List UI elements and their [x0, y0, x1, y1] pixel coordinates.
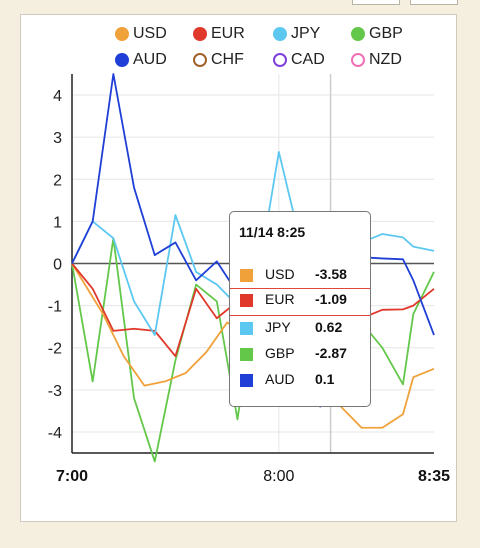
eur-legend-dot-icon: [193, 27, 207, 41]
legend-label: NZD: [369, 51, 402, 68]
tooltip-row-gbp: GBP -2.87: [230, 343, 370, 369]
tooltip-label: GBP: [265, 345, 295, 361]
legend-item-jpy[interactable]: JPY: [273, 25, 320, 43]
aud-swatch-icon: [240, 374, 253, 387]
x-tick-label: 8:00: [263, 468, 294, 485]
tooltip-row-aud: AUD 0.1: [230, 369, 370, 395]
tooltip-label: EUR: [265, 291, 295, 307]
tooltip-value: 0.62: [315, 319, 343, 335]
y-tick-label: 4: [53, 88, 62, 105]
y-tick-label: -4: [48, 425, 62, 442]
legend-item-nzd[interactable]: NZD: [351, 51, 402, 69]
y-tick-label: -2: [48, 341, 62, 358]
cad-legend-dot-icon: [273, 53, 287, 67]
legend-label: CAD: [291, 51, 325, 68]
jpy-swatch-icon: [240, 322, 253, 335]
y-tick-label: 1: [53, 214, 62, 231]
legend-item-cad[interactable]: CAD: [273, 51, 325, 69]
tooltip-label: JPY: [265, 319, 291, 335]
legend-label: USD: [133, 25, 167, 42]
legend-item-eur[interactable]: EUR: [193, 25, 245, 43]
chart-legend: USD EUR JPY GBP AUD CHF CAD NZD: [21, 15, 456, 75]
toolbar-tab-1[interactable]: [352, 0, 400, 5]
legend-item-gbp[interactable]: GBP: [351, 25, 403, 43]
y-tick-label: -3: [48, 383, 62, 400]
legend-label: AUD: [133, 51, 167, 68]
tooltip-value: -2.87: [315, 345, 347, 361]
jpy-legend-dot-icon: [273, 27, 287, 41]
x-tick-label: 8:35: [418, 468, 450, 485]
tooltip-row-eur: EUR -1.09: [230, 288, 370, 316]
legend-item-aud[interactable]: AUD: [115, 51, 167, 69]
toolbar-tab-2[interactable]: [410, 0, 458, 5]
y-tick-label: -1: [48, 299, 62, 316]
tooltip-value: -3.58: [315, 266, 347, 282]
chart-panel: USD EUR JPY GBP AUD CHF CAD NZD 4 3 2 1 0 -1 -2 -3 -4 7:…: [20, 14, 457, 522]
chf-legend-dot-icon: [193, 53, 207, 67]
nzd-legend-dot-icon: [351, 53, 365, 67]
aud-legend-dot-icon: [115, 53, 129, 67]
eur-swatch-icon: [240, 294, 253, 307]
tooltip-title: 11/14 8:25: [239, 224, 306, 240]
tooltip-row-jpy: JPY 0.62: [230, 317, 370, 343]
gbp-swatch-icon: [240, 348, 253, 361]
y-tick-label: 0: [53, 257, 62, 274]
gbp-legend-dot-icon: [351, 27, 365, 41]
tooltip-row-usd: USD -3.58: [230, 264, 370, 290]
tooltip-value: -1.09: [315, 291, 347, 307]
tooltip-label: USD: [265, 266, 295, 282]
tooltip-value: 0.1: [315, 371, 335, 387]
legend-label: JPY: [291, 25, 321, 42]
y-tick-label: 2: [53, 172, 62, 189]
usd-legend-dot-icon: [115, 27, 129, 41]
usd-swatch-icon: [240, 269, 253, 282]
chart-tooltip: 11/14 8:25 USD -3.58 EUR -1.09 JPY 0.62 …: [229, 211, 371, 407]
legend-label: EUR: [211, 25, 245, 42]
y-tick-label: 3: [53, 130, 62, 147]
tooltip-label: AUD: [265, 371, 295, 387]
legend-label: CHF: [211, 51, 244, 68]
legend-item-chf[interactable]: CHF: [193, 51, 244, 69]
x-tick-label: 7:00: [56, 468, 88, 485]
legend-label: GBP: [369, 25, 403, 42]
legend-item-usd[interactable]: USD: [115, 25, 167, 43]
